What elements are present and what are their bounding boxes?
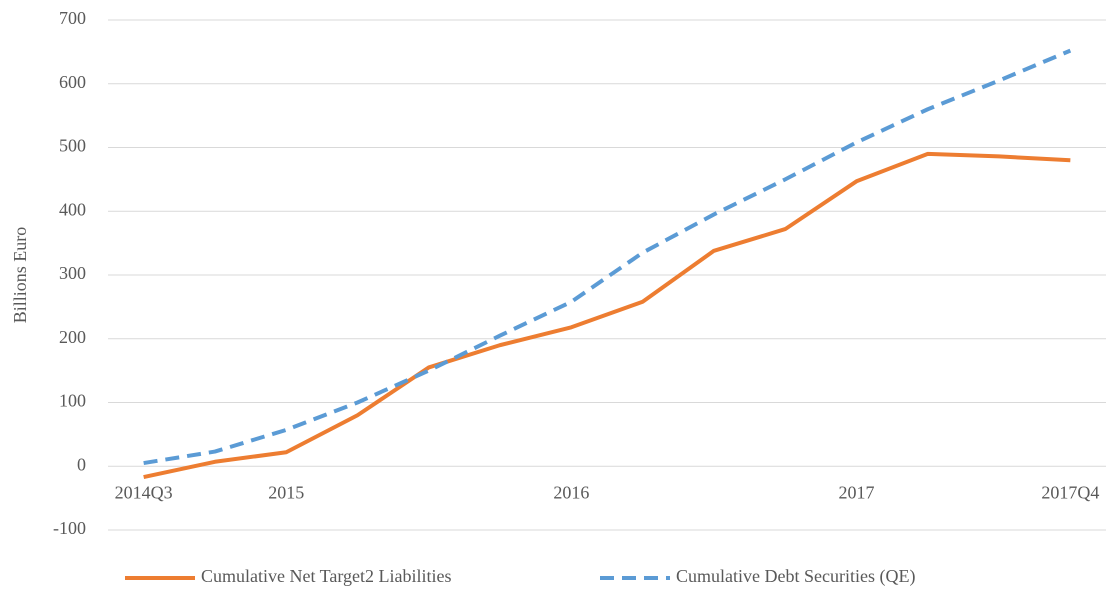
y-tick-label: 0 — [77, 454, 86, 474]
y-tick-label: 100 — [59, 391, 86, 411]
y-tick-label: 200 — [59, 327, 86, 347]
x-tick-label: 2014Q3 — [115, 482, 173, 502]
series-line — [143, 151, 1071, 480]
y-tick-label: 500 — [59, 136, 86, 156]
y-tick-label: 300 — [59, 263, 86, 283]
series-line — [143, 48, 1072, 466]
x-tick-label: 2015 — [268, 482, 304, 502]
x-tick-label: 2017 — [839, 482, 875, 502]
y-tick-label: -100 — [53, 518, 86, 538]
y-tick-label: 700 — [59, 8, 86, 28]
x-tick-label: 2017Q4 — [1041, 482, 1099, 502]
y-tick-label: 600 — [59, 72, 86, 92]
y-tick-label: 400 — [59, 199, 86, 219]
legend-label: Cumulative Net Target2 Liabilities — [201, 566, 452, 586]
legend-label: Cumulative Debt Securities (QE) — [676, 566, 915, 587]
y-axis-title: Billions Euro — [10, 227, 30, 324]
x-tick-label: 2016 — [553, 482, 589, 502]
